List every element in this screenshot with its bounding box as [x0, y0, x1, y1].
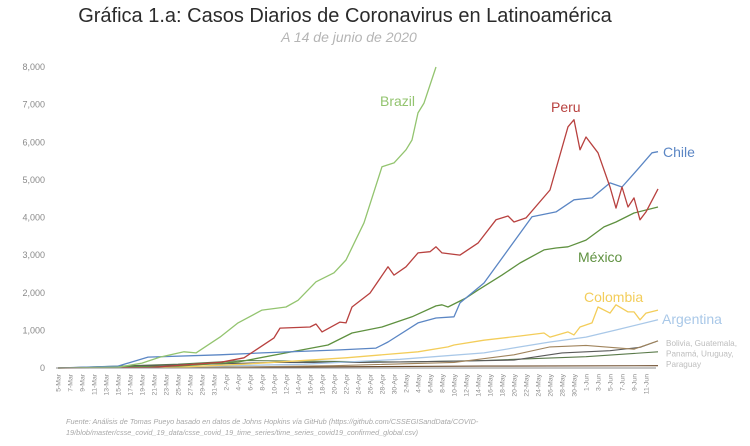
x-tick-label: 18-Apr — [320, 373, 327, 394]
chart-subtitle: A 14 de junio de 2020 — [281, 29, 417, 45]
x-tick-label: 19-Mar — [140, 373, 147, 395]
x-tick-label: 25-Mar — [176, 373, 183, 395]
source-note-line-2: 19/blob/master/csse_covid_19_data/csse_c… — [66, 428, 419, 437]
series-label-mxico: México — [578, 249, 623, 265]
x-tick-label: 24-May — [536, 373, 543, 396]
x-tick-label: 16-Apr — [308, 373, 315, 394]
y-tick-label: 5,000 — [22, 175, 45, 185]
x-tick-label: 22-Apr — [344, 373, 351, 394]
series-group-label: Bolivia, Guatemala, — [666, 339, 737, 348]
series-label-peru: Peru — [551, 99, 581, 115]
x-tick-label: 30-May — [572, 373, 579, 396]
series-line-colombia — [57, 304, 659, 369]
x-tick-label: 9-Mar — [80, 373, 87, 391]
series-group-label: Panamá, Uruguay, — [666, 350, 734, 359]
x-tick-label: 16-May — [488, 373, 495, 396]
x-tick-label: 5-Jun — [608, 374, 615, 391]
y-tick-label: 1,000 — [22, 325, 45, 335]
series-group-label: Paraguay — [666, 360, 702, 369]
x-tick-label: 18-May — [500, 373, 507, 396]
x-tick-label: 11-Jun — [644, 374, 651, 394]
x-tick-label: 9-Jun — [632, 374, 639, 391]
y-tick-label: 6,000 — [22, 137, 45, 147]
series-label-brazil: Brazil — [380, 93, 415, 109]
series-label-colombia: Colombia — [584, 289, 643, 305]
chart-title: Gráfica 1.a: Casos Diarios de Coronaviru… — [78, 5, 612, 27]
x-tick-label: 8-May — [440, 373, 447, 392]
x-tick-label: 31-Mar — [212, 373, 219, 395]
x-tick-label: 4-May — [416, 373, 423, 392]
x-tick-label: 28-Apr — [380, 373, 387, 394]
x-tick-label: 1-Jun — [584, 374, 591, 391]
x-tick-label: 17-Mar — [128, 373, 135, 395]
y-tick-label: 3,000 — [22, 250, 45, 260]
x-tick-label: 15-Mar — [116, 373, 123, 395]
x-tick-label: 26-May — [548, 373, 555, 396]
x-tick-label: 11-Mar — [92, 373, 99, 395]
x-tick-label: 6-Apr — [248, 373, 255, 390]
x-tick-label: 8-Apr — [260, 373, 267, 390]
x-tick-label: 10-May — [452, 373, 459, 396]
x-tick-label: 2-May — [404, 373, 411, 392]
x-tick-label: 12-May — [464, 373, 471, 396]
x-tick-label: 7-Jun — [620, 374, 627, 391]
x-tick-label: 22-May — [524, 373, 531, 396]
x-tick-label: 24-Apr — [356, 373, 363, 394]
x-tick-label: 5-Mar — [56, 373, 63, 391]
x-tick-label: 6-May — [428, 373, 435, 392]
x-tick-label: 14-May — [476, 373, 483, 396]
x-tick-label: 26-Apr — [368, 373, 375, 394]
series-line-argentina — [57, 319, 659, 369]
y-tick-label: 2,000 — [22, 288, 45, 298]
x-tick-label: 21-Mar — [152, 373, 159, 395]
series-line-peru — [57, 119, 659, 369]
x-tick-label: 13-Mar — [104, 373, 111, 395]
series-line-other-6 — [57, 340, 659, 369]
x-tick-label: 29-Mar — [200, 373, 207, 395]
x-tick-label: 27-Mar — [188, 373, 195, 395]
series-label-argentina: Argentina — [662, 311, 722, 327]
x-tick-label: 7-Mar — [68, 373, 75, 391]
series-line-other-7 — [57, 340, 659, 369]
x-tick-label: 4-Apr — [236, 373, 243, 390]
series-line-chile — [57, 151, 659, 369]
x-tick-label: 30-Apr — [392, 373, 399, 394]
x-tick-label: 2-Apr — [224, 373, 231, 390]
x-tick-label: 3-Jun — [596, 374, 603, 391]
x-tick-label: 20-May — [512, 373, 519, 396]
series-line-mxico — [57, 206, 659, 369]
y-tick-label: 8,000 — [22, 62, 45, 72]
x-tick-label: 14-Apr — [296, 373, 303, 394]
x-tick-label: 23-Mar — [164, 373, 171, 395]
x-tick-label: 12-Apr — [284, 373, 291, 394]
y-tick-label: 7,000 — [22, 100, 45, 110]
y-tick-label: 0 — [40, 363, 45, 373]
series-line-brazil — [57, 66, 437, 369]
x-tick-label: 10-Apr — [272, 373, 279, 394]
x-tick-label: 20-Apr — [332, 373, 339, 394]
x-tick-label: 28-May — [560, 373, 567, 396]
y-tick-label: 4,000 — [22, 213, 45, 223]
series-label-chile: Chile — [663, 144, 695, 160]
source-note-line-1: Fuente: Análisis de Tomas Pueyo basado e… — [66, 417, 479, 426]
